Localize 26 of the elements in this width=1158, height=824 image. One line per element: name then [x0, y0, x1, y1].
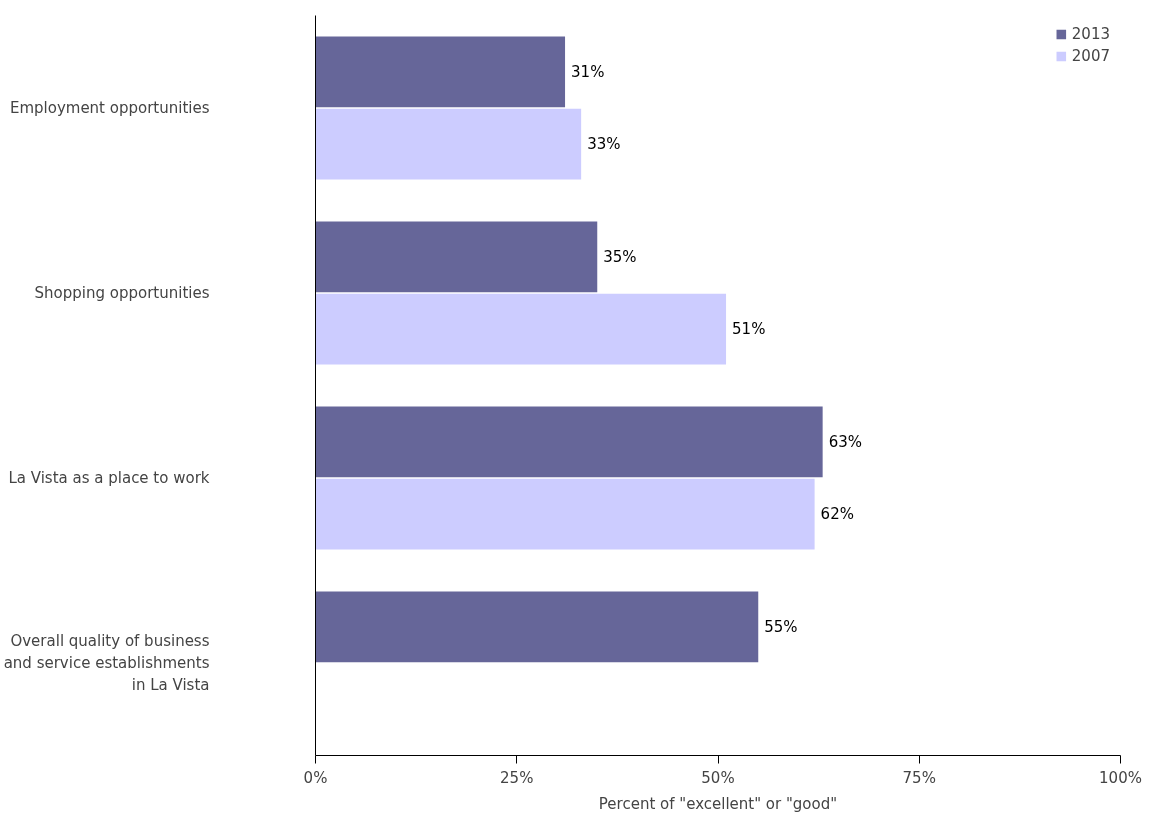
x-tick-label: 75% [902, 768, 936, 787]
data-label: 51% [732, 320, 766, 339]
legend-label: 2007 [1071, 47, 1110, 65]
bar [315, 221, 598, 293]
bar [315, 108, 582, 180]
x-tick-label: 25% [500, 768, 534, 787]
bar [315, 293, 727, 365]
y-tick-label: Shopping opportunities [34, 284, 210, 302]
data-label: 35% [603, 247, 637, 266]
bar [315, 478, 815, 550]
data-label: 33% [587, 135, 621, 154]
x-tick-label: 100% [1099, 768, 1142, 787]
data-label: 31% [571, 62, 605, 81]
y-tick-label: La Vista as a place to work [8, 469, 210, 487]
bar [315, 36, 566, 108]
bar [315, 591, 759, 663]
bar [315, 406, 823, 478]
x-tick-label: 0% [303, 768, 328, 787]
x-tick-label: 50% [701, 768, 735, 787]
x-axis-title: Percent of "excellent" or "good" [598, 794, 838, 813]
legend-label: 2013 [1071, 25, 1110, 43]
y-tick-label: Overall quality of business and service establishments in La Vista [3, 632, 210, 694]
data-label: 55% [764, 617, 798, 636]
data-label: 62% [820, 505, 854, 524]
data-label: 63% [828, 432, 862, 451]
y-tick-label: Employment opportunities [9, 99, 210, 117]
